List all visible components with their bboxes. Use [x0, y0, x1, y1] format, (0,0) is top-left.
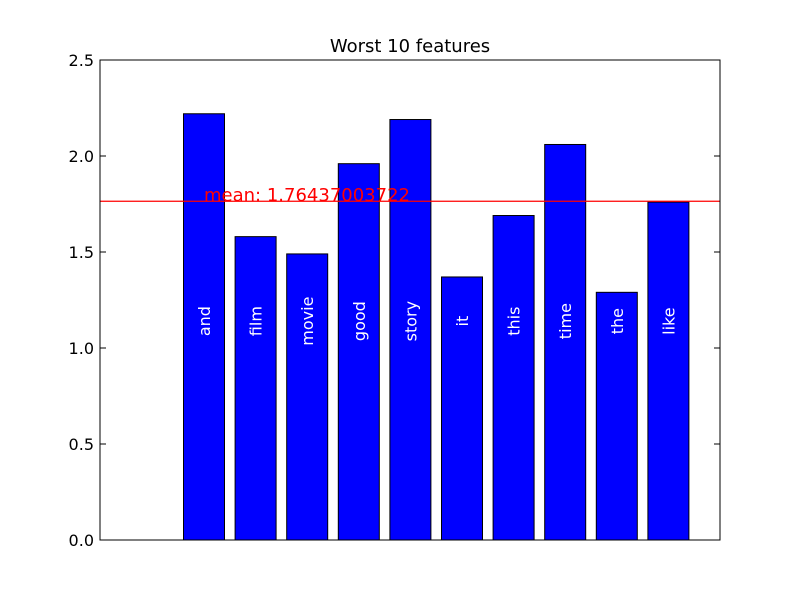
- bar-good: [337, 163, 380, 541]
- bar-time: [544, 143, 587, 541]
- bar-labels-layer: and film movie good story it this time the like: [195, 297, 678, 346]
- y-tick-label: 1.0: [69, 339, 94, 358]
- plot-frame: [99, 59, 721, 541]
- mean-label: mean: 1.76437003722: [204, 185, 410, 206]
- chart-title: Worst 10 features: [330, 36, 490, 57]
- bar-label-movie: movie: [298, 297, 317, 346]
- bar-the: [595, 291, 638, 541]
- bar-film: [234, 236, 277, 541]
- bar-label-story: story: [401, 301, 420, 341]
- bar-movie: [286, 253, 329, 541]
- bar-label-like: like: [659, 307, 678, 334]
- y-tick-label: 0.0: [69, 531, 94, 550]
- mean-layer: mean: 1.76437003722: [100, 185, 720, 206]
- y-axis-ticks: 0.0 0.5 1.0 1.5 2.0 2.5: [69, 51, 720, 550]
- bar-label-the: the: [608, 308, 627, 334]
- bar-label-time: time: [556, 303, 575, 339]
- bar-label-film: film: [247, 306, 266, 336]
- y-tick-label: 2.5: [69, 51, 94, 70]
- bar-label-it: it: [453, 316, 472, 327]
- bar-label-and: and: [195, 306, 214, 336]
- y-tick-label: 1.5: [69, 243, 94, 262]
- bar-and: [183, 113, 225, 541]
- bar-like: [647, 201, 690, 541]
- bars-layer: [183, 113, 690, 541]
- bar-label-this: this: [505, 307, 524, 336]
- bar-this: [492, 215, 535, 541]
- bar-label-good: good: [350, 301, 369, 341]
- y-tick-label: 2.0: [69, 147, 94, 166]
- y-tick-label: 0.5: [69, 435, 94, 454]
